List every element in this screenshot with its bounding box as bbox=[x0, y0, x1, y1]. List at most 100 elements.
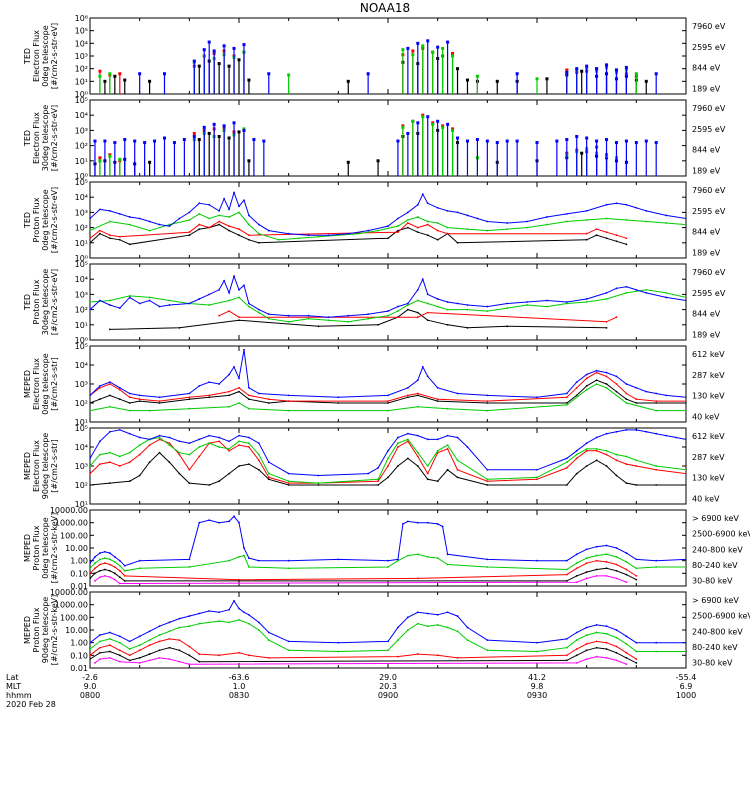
data-point bbox=[317, 484, 320, 486]
data-point bbox=[406, 438, 409, 441]
data-point bbox=[456, 615, 459, 617]
data-point bbox=[178, 451, 181, 454]
data-point bbox=[123, 564, 126, 567]
data-point bbox=[605, 291, 608, 294]
data-point bbox=[685, 472, 686, 475]
series-2500-6900-kev bbox=[90, 646, 638, 664]
legend-entry: 7960 eV bbox=[692, 22, 726, 31]
y-axis-label: MEPED bbox=[23, 616, 32, 644]
data-point bbox=[99, 563, 101, 566]
data-point bbox=[506, 325, 509, 328]
data-point bbox=[436, 305, 439, 308]
data-point bbox=[426, 521, 429, 524]
data-point bbox=[655, 650, 658, 653]
data-point bbox=[486, 305, 489, 308]
time-axis-value: 0930 bbox=[527, 691, 547, 700]
data-point bbox=[486, 400, 489, 402]
data-point bbox=[198, 202, 201, 205]
data-point bbox=[605, 371, 608, 374]
data-point bbox=[615, 234, 618, 237]
data-point bbox=[421, 366, 424, 368]
data-point bbox=[431, 121, 435, 125]
y-tick-label: 10⁴ bbox=[75, 111, 88, 120]
data-point bbox=[148, 220, 151, 223]
data-point bbox=[99, 569, 101, 572]
time-axis-value: 0800 bbox=[80, 691, 100, 700]
data-point bbox=[148, 79, 152, 83]
data-point bbox=[605, 641, 608, 644]
lat-row-label: Lat bbox=[6, 673, 19, 682]
panel-1: 10⁰ 10¹ 10² 10³ 10⁴ 10⁵ 10⁶ TED Electron Flux 0de… bbox=[23, 14, 726, 99]
data-point bbox=[99, 646, 101, 649]
data-point bbox=[99, 299, 101, 302]
data-point bbox=[585, 643, 588, 645]
data-point bbox=[108, 209, 111, 212]
data-point bbox=[208, 519, 211, 522]
panel-7: 0.01 0.10 1.00 10.00 100.00 1000.00 10000.00 ME… bbox=[23, 506, 750, 591]
data-point bbox=[99, 440, 101, 443]
data-point bbox=[644, 139, 648, 143]
data-point bbox=[108, 328, 111, 331]
data-point bbox=[158, 396, 161, 399]
data-point bbox=[158, 223, 161, 226]
data-point bbox=[585, 377, 588, 380]
data-point bbox=[257, 311, 260, 314]
data-point bbox=[118, 582, 121, 585]
data-line bbox=[90, 560, 637, 581]
data-point bbox=[99, 463, 101, 465]
y-tick-label: 10⁵ bbox=[75, 424, 88, 433]
series-40-kev bbox=[90, 348, 686, 399]
y-tick-label: 10⁴ bbox=[75, 361, 88, 370]
data-point bbox=[267, 317, 270, 320]
data-point bbox=[208, 381, 211, 383]
data-point bbox=[585, 448, 588, 450]
data-point bbox=[178, 639, 181, 642]
data-point bbox=[158, 436, 161, 439]
series-189-ev bbox=[90, 274, 686, 319]
data-point bbox=[595, 371, 598, 374]
data-point bbox=[466, 446, 469, 448]
data-point bbox=[99, 640, 101, 643]
data-point bbox=[397, 639, 399, 642]
data-point bbox=[188, 625, 191, 628]
data-point bbox=[90, 465, 91, 467]
data-point bbox=[128, 295, 131, 297]
data-point bbox=[223, 197, 226, 200]
data-point bbox=[228, 440, 230, 443]
data-point bbox=[98, 74, 102, 78]
legend-entry: 189 eV bbox=[692, 249, 721, 258]
data-point bbox=[605, 326, 608, 329]
data-point bbox=[416, 41, 420, 45]
data-point bbox=[466, 326, 469, 329]
data-point bbox=[466, 626, 469, 629]
data-point bbox=[595, 383, 598, 385]
data-point bbox=[233, 366, 235, 368]
y-tick-label: 10¹ bbox=[75, 500, 88, 509]
data-point bbox=[456, 630, 459, 633]
data-point bbox=[108, 558, 111, 561]
data-point bbox=[98, 69, 102, 73]
data-point bbox=[90, 654, 91, 657]
data-point bbox=[526, 226, 528, 229]
y-axis-label: Electron Flux bbox=[32, 30, 41, 82]
data-point bbox=[317, 325, 320, 328]
data-point bbox=[287, 649, 290, 652]
y-tick-label: 10⁴ bbox=[75, 443, 88, 452]
data-point bbox=[486, 480, 489, 483]
data-point bbox=[233, 599, 235, 602]
data-point bbox=[208, 394, 211, 397]
data-point bbox=[387, 457, 389, 460]
time-axis-value: 0830 bbox=[229, 691, 249, 700]
data-point bbox=[575, 134, 579, 138]
panel-2: 10⁰ 10¹ 10² 10³ 10⁴ 10⁵ TED Electron Flux 30deg … bbox=[23, 96, 726, 181]
data-point bbox=[605, 237, 608, 240]
data-point bbox=[218, 446, 221, 448]
data-point bbox=[466, 214, 469, 217]
y-tick-label: 10³ bbox=[75, 462, 88, 471]
data-point bbox=[108, 637, 111, 640]
y-axis-label: 0deg telescope bbox=[41, 25, 50, 86]
data-point bbox=[178, 617, 181, 620]
data-point bbox=[397, 558, 399, 561]
data-point bbox=[118, 559, 121, 562]
data-point bbox=[605, 63, 609, 67]
